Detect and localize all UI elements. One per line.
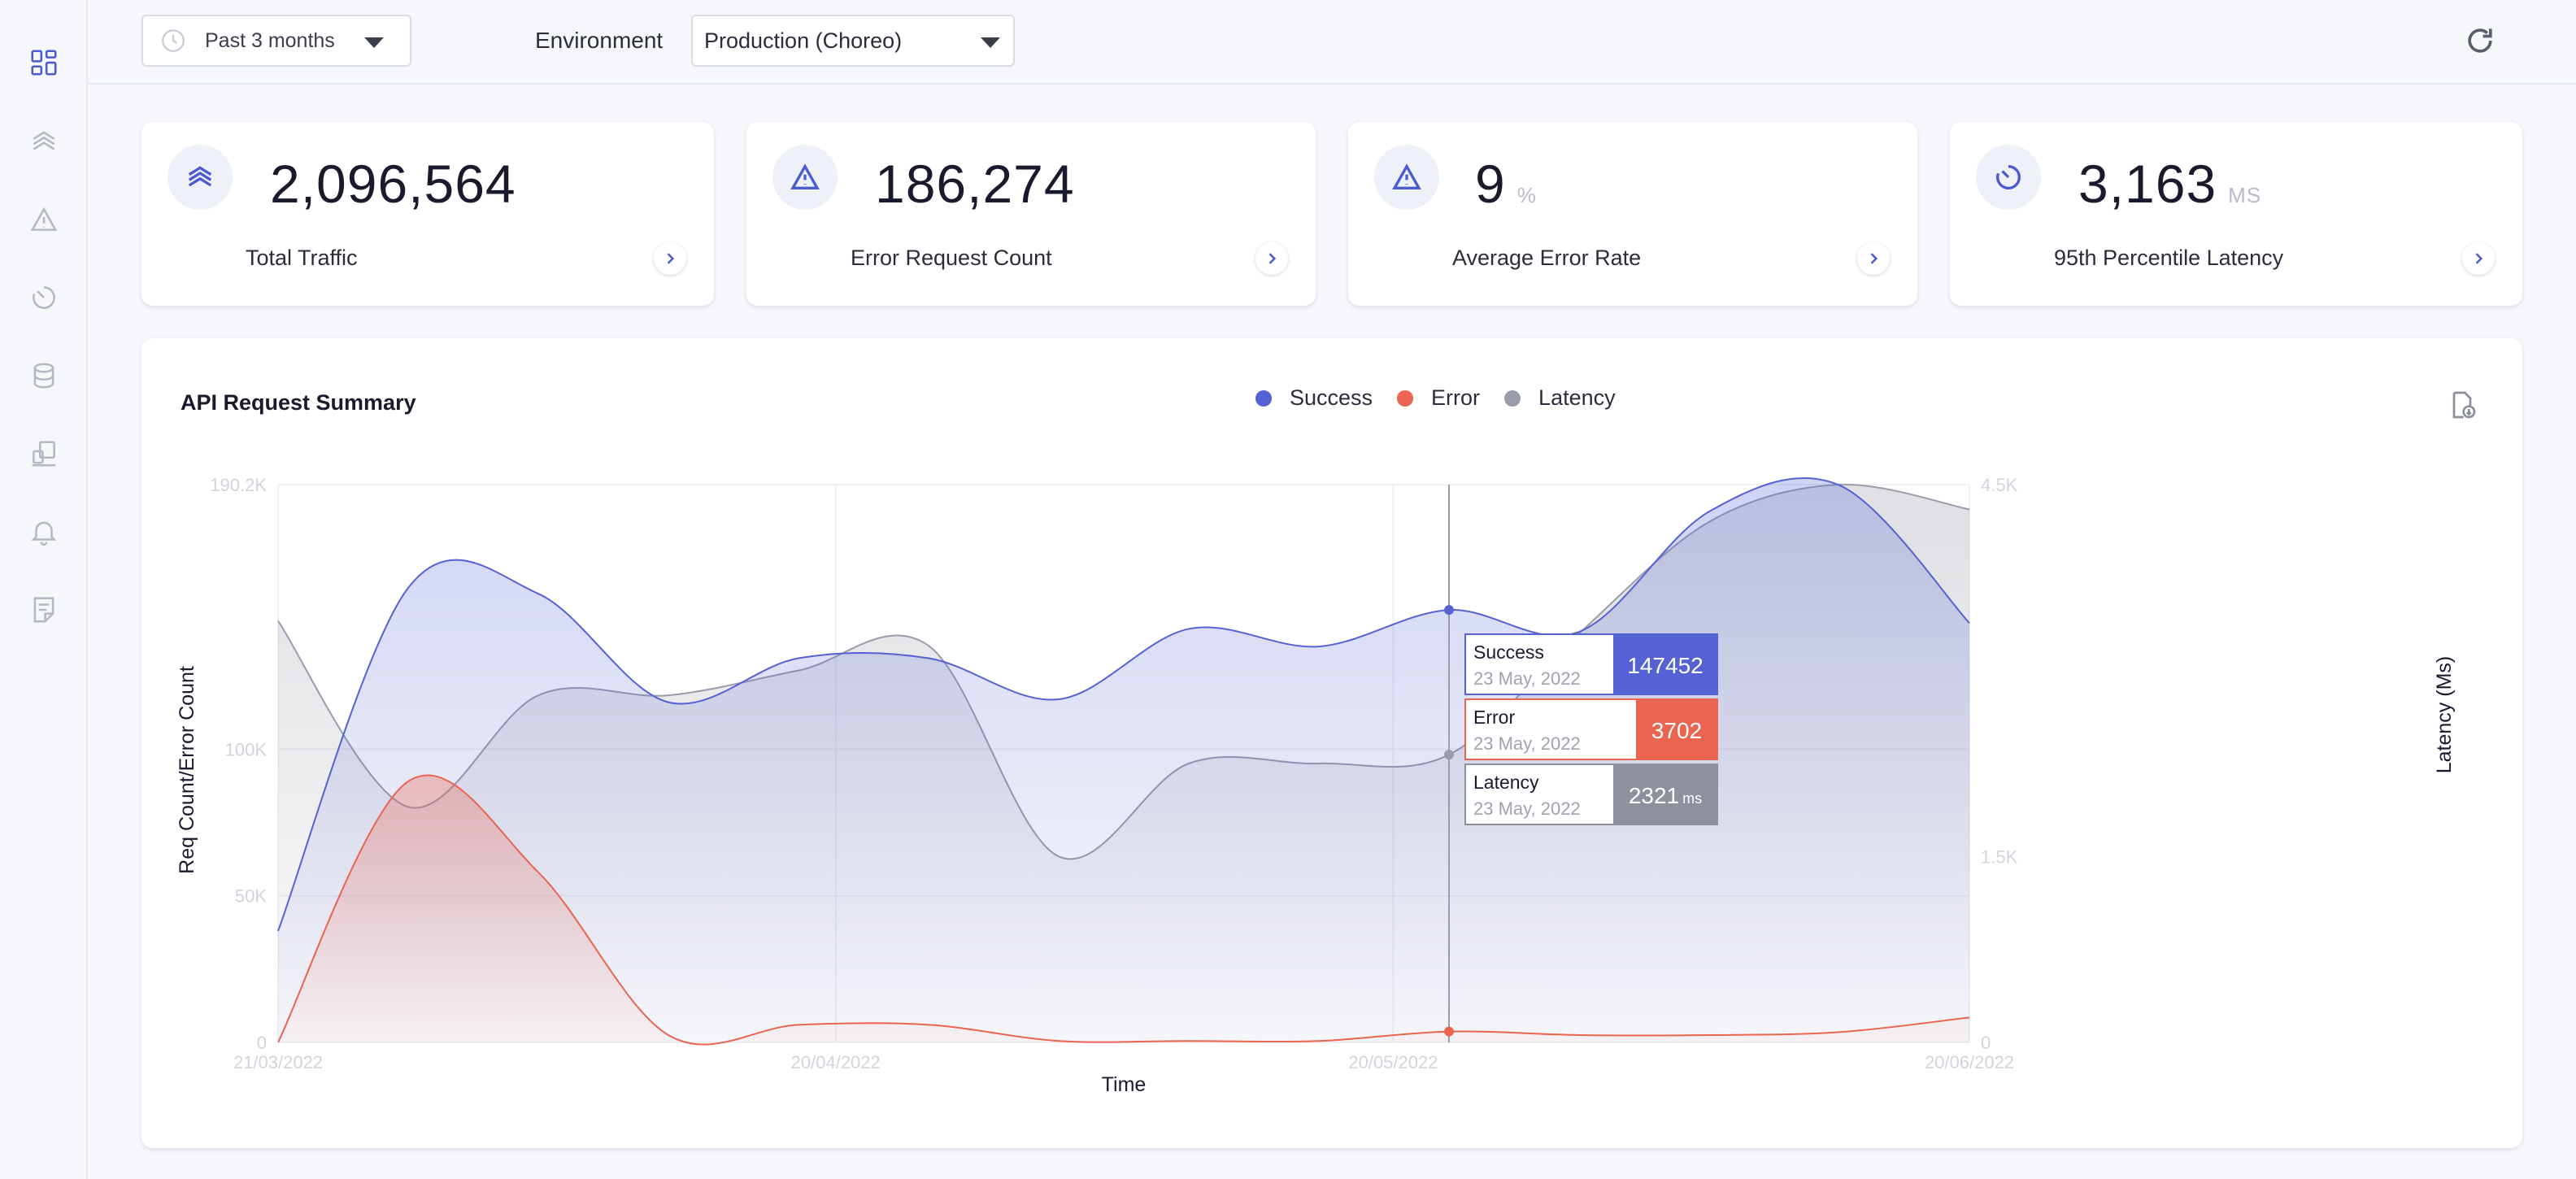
success-hover-point [1444,605,1454,616]
error-line [277,774,1970,1046]
traffic-icon[interactable] [24,122,63,161]
tooltip-date: 23 May, 2022 [1473,668,1581,689]
latency-icon[interactable] [24,278,63,317]
dashboard-icon[interactable] [24,43,63,82]
sidebar [0,0,88,1179]
stat-value: 186,274 [875,154,1075,214]
chevron-right-icon [1268,253,1277,264]
stat-caption: 95th Percentile Latency [2054,246,2284,270]
error-area [278,775,1969,1045]
traffic-icon [168,145,233,210]
stat-value: 9% [1475,154,1537,214]
tooltip-value-bg [1613,634,1717,694]
chevron-right-icon [667,253,675,264]
stat-value: 2,096,564 [270,154,516,214]
bell-icon[interactable] [24,512,63,551]
api-request-summary-card: API Request Summary Success Error Latenc… [141,338,2522,1148]
x-tick-label: 20/05/2022 [1348,1052,1438,1072]
legend-dot [1504,389,1521,407]
tooltip-label: Success [1473,642,1544,663]
y-tick-label: 100K [225,739,268,759]
details-button[interactable] [1255,242,1288,275]
latency-icon [1976,145,2041,210]
legend-dot [1255,389,1272,407]
stat-caption: Total Traffic [246,246,358,270]
tooltip-value: 3702 [1651,718,1702,743]
details-button[interactable] [2462,242,2495,275]
x-tick-label: 21/03/2022 [233,1052,323,1072]
tooltip-unit: ms [1682,790,1702,807]
refresh-icon[interactable] [2462,23,2498,59]
legend-item-success[interactable]: Success [1255,385,1373,411]
x-tick-label: 20/06/2022 [1925,1052,2014,1072]
environment-select[interactable]: Production (Choreo) [691,15,1015,67]
tooltip-value-bg [1613,764,1717,824]
legend-item-error[interactable]: Error [1397,385,1480,411]
y2-axis-label: Latency (Ms) [2433,656,2456,773]
chevron-right-icon [1870,253,1878,264]
download-icon[interactable] [2446,389,2478,421]
chevron-down-icon [981,37,1000,48]
y-tick-label: 50K [235,886,267,907]
tooltip-label: Error [1473,707,1515,728]
warning-icon [1374,145,1439,210]
stat-caption: Error Request Count [851,246,1052,270]
x-tick-label: 20/04/2022 [791,1052,881,1072]
period-select-label: Past 3 months [205,28,335,52]
average-error-rate-card: 9% Average Error Rate [1348,122,1917,306]
tooltip-date: 23 May, 2022 [1473,798,1581,819]
environment-label: Environment [535,28,664,53]
legend-dot [1397,389,1414,407]
stat-caption: Average Error Rate [1452,246,1642,270]
chart-title: API Request Summary [181,390,416,415]
legend-label: Latency [1538,385,1616,410]
x-axis-label: Time [1102,1073,1147,1096]
top-bar: Past 3 months Environment Production (Ch… [88,0,2576,85]
y2-tick-label: 0 [1981,1033,1991,1053]
y2-tick-label: 4.5K [1981,475,2018,495]
database-icon[interactable] [24,356,63,395]
environment-select-value: Production (Choreo) [704,28,903,53]
y-tick-label: 0 [257,1033,267,1053]
details-button[interactable] [654,242,686,275]
latency-hover-point [1444,750,1454,760]
chevron-down-icon [364,37,384,48]
success-line [277,476,1970,932]
chart-legend: Success Error Latency [1255,385,1640,411]
error-icon[interactable] [24,200,63,239]
tooltip-date: 23 May, 2022 [1473,733,1581,754]
success-area [278,477,1969,1042]
warning-icon [772,145,838,210]
tooltip-value-bg [1636,699,1717,759]
latency-card: 3,163 MS 95th Percentile Latency [1950,122,2522,306]
devices-icon[interactable] [24,434,63,473]
legend-item-latency[interactable]: Latency [1504,385,1616,411]
error-hover-point [1444,1026,1454,1037]
y-axis-label: Req Count/Error Count [176,666,198,874]
stat-value: 3,163 MS [2078,154,2262,214]
clock-icon [162,29,185,52]
report-icon[interactable] [24,590,63,629]
total-traffic-card: 2,096,564 Total Traffic [141,122,714,306]
legend-label: Error [1431,385,1481,410]
y-tick-label: 190.2K [210,475,267,495]
chevron-right-icon [2475,253,2483,264]
legend-label: Success [1290,385,1373,410]
error-request-count-card: 186,274 Error Request Count [746,122,1316,306]
y2-tick-label: 1.5K [1981,846,2018,867]
period-select[interactable]: Past 3 months [141,15,411,67]
details-button[interactable] [1857,242,1890,275]
tooltip-value: 147452 [1627,653,1703,678]
tooltip-label: Latency [1473,772,1539,793]
api-request-chart: 0 50K 100K 190.2K 0 1.5K 4.5K 21/03/2022 20/04/2… [176,475,2456,1096]
